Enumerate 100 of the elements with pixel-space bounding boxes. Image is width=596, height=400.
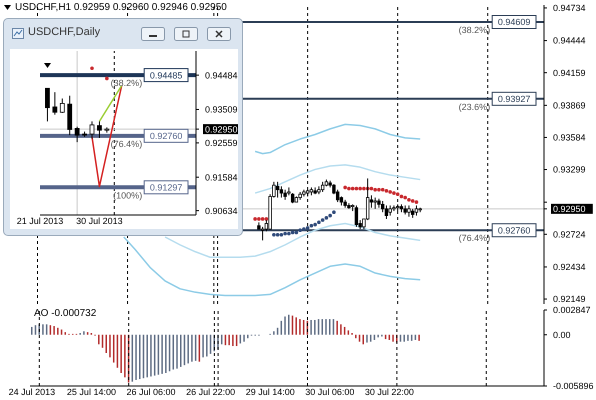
x-tick-label: 24 Jul 2013 (8, 387, 56, 397)
point (362, 186, 366, 190)
point (380, 188, 384, 192)
point (403, 196, 407, 200)
annotation: (38.2%) (458, 25, 490, 36)
point (358, 186, 362, 190)
y-tick-label: 0.93869 (553, 100, 586, 110)
ref-line-label: 0.93927 (498, 94, 530, 104)
point (320, 218, 324, 222)
ref-line-label: 0.92760 (498, 225, 530, 236)
point (350, 186, 354, 190)
x-tick-label: 30 Jul 2013 (76, 216, 123, 226)
point (347, 186, 351, 190)
x-tick-label: 21 Jul 2013 (16, 216, 64, 226)
x-tick-label: 30 Jul 22:00 (364, 387, 414, 397)
point (373, 188, 377, 192)
y-tick-label: 0.94734 (553, 3, 586, 14)
x-tick-label: 30 Jul 06:00 (305, 387, 354, 397)
candlestick (377, 198, 381, 208)
annotation: (100%) (113, 190, 142, 200)
candlestick (384, 204, 388, 220)
y-tick-label: 0.94159 (553, 68, 586, 78)
y-tick-label: 0.002847 (553, 305, 591, 316)
point (328, 214, 332, 218)
y-tick-label: 0.92559 (205, 138, 238, 148)
line-series (123, 236, 421, 296)
candlestick (90, 120, 94, 140)
candlestick (407, 204, 411, 218)
y-tick-label: 0.94484 (205, 70, 238, 80)
point (377, 188, 381, 192)
x-tick-label: 26 Jul 22:00 (186, 387, 236, 397)
point (253, 217, 257, 221)
y-tick-label: 0.93584 (553, 132, 586, 143)
point (310, 224, 314, 228)
annotation: (38.2%) (110, 78, 142, 88)
y-tick-label: 0.92950 (205, 124, 238, 134)
x-tick-label: 26 Jul 06:00 (126, 387, 176, 397)
annotation: (76.4%) (110, 138, 142, 149)
y-tick-label: 0.92434 (553, 262, 586, 272)
point (272, 232, 276, 237)
chart-title: USDCHF,H1 0.92959 0.92960 0.92946 0.92950 (15, 2, 227, 13)
y-tick-label: 0.92950 (553, 204, 586, 214)
chart-title: AO -0.000732 (34, 308, 96, 319)
y-tick-label: 0.91584 (205, 172, 238, 182)
candlestick (320, 181, 324, 192)
chart-title: USDCHF,Daily (28, 26, 100, 38)
x-tick-label: 29 Jul 14:00 (246, 387, 295, 397)
candlestick (354, 204, 358, 228)
point (410, 199, 414, 203)
point (332, 210, 336, 214)
candlestick (45, 88, 50, 122)
point (400, 194, 404, 198)
line-series (254, 124, 421, 154)
point (313, 222, 317, 226)
y-tick-label: 0.93509 (205, 104, 238, 115)
line-series (164, 222, 421, 258)
point (276, 232, 280, 237)
point (388, 190, 392, 194)
candlestick (280, 186, 284, 198)
candlestick (276, 181, 280, 198)
point (370, 186, 374, 190)
y-tick-label: 0.92724 (553, 229, 586, 240)
point (384, 189, 388, 193)
point (414, 200, 418, 204)
candlestick (388, 204, 392, 216)
candlestick (403, 204, 407, 215)
ref-line-label: 0.91297 (150, 182, 182, 192)
point (302, 227, 306, 231)
point (298, 228, 302, 232)
point (392, 191, 396, 195)
candlestick (52, 92, 58, 116)
candlestick (60, 98, 65, 114)
point (260, 217, 264, 221)
point (324, 216, 328, 220)
candlestick (97, 120, 102, 138)
candlestick (74, 126, 80, 143)
point (290, 230, 294, 234)
y-tick-label: 0.90634 (205, 206, 238, 216)
point (407, 198, 411, 202)
y-tick-label: -0.005896 (553, 381, 594, 392)
y-tick-label: 0.92149 (553, 294, 586, 304)
point (287, 232, 291, 236)
y-tick-label: 0.94444 (553, 36, 586, 46)
candlestick (283, 189, 287, 200)
ref-line-label: 0.94609 (498, 17, 530, 28)
candlestick (414, 204, 418, 216)
candlestick (373, 197, 377, 210)
y-tick-label: 0.93299 (553, 164, 586, 175)
annotation: (23.6%) (458, 102, 490, 112)
ref-line-label: 0.92760 (150, 130, 182, 141)
point (317, 220, 321, 224)
point (257, 217, 261, 221)
y-tick-label: 0.00 (553, 330, 571, 340)
point (280, 232, 284, 237)
point (264, 217, 268, 221)
point (283, 232, 287, 236)
point (294, 230, 298, 234)
point (354, 186, 358, 190)
candlestick (410, 208, 414, 218)
x-tick-label: 25 Jul 14:00 (66, 387, 116, 397)
